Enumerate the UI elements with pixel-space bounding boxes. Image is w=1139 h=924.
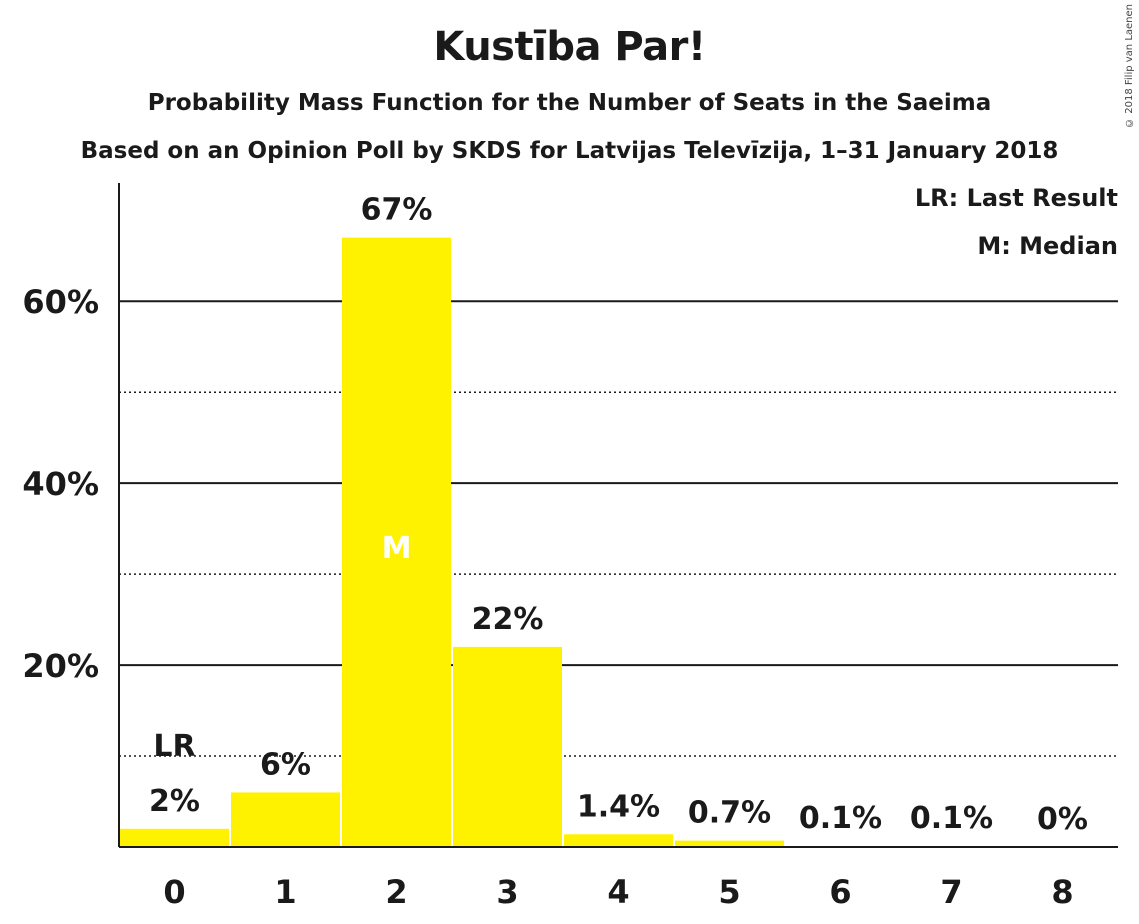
- legend-median: M: Median: [977, 232, 1118, 260]
- data-label-0: 2%: [149, 784, 200, 819]
- data-label-5: 0.7%: [688, 796, 771, 831]
- data-label-4: 1.4%: [577, 789, 660, 824]
- x-tick-label-3: 3: [496, 873, 518, 911]
- y-tick-label-2: 60%: [22, 283, 99, 321]
- data-label-8: 0%: [1037, 802, 1088, 837]
- data-label-7: 0.1%: [910, 801, 993, 836]
- x-tick-label-7: 7: [940, 873, 962, 911]
- data-label-6: 0.1%: [799, 801, 882, 836]
- x-tick-label-1: 1: [274, 873, 296, 911]
- bar-4: [564, 834, 673, 847]
- legend-last-result: LR: Last Result: [914, 184, 1118, 212]
- bar-1: [231, 792, 340, 847]
- bar-0: [120, 828, 229, 847]
- last-result-marker: LR: [153, 729, 195, 764]
- x-tick-label-4: 4: [607, 873, 629, 911]
- x-tick-label-6: 6: [829, 873, 851, 911]
- x-tick-label-8: 8: [1051, 873, 1073, 911]
- x-tick-label-2: 2: [385, 873, 407, 911]
- chart-source-subtitle: Based on an Opinion Poll by SKDS for Lat…: [80, 138, 1059, 164]
- data-label-2: 67%: [361, 193, 433, 228]
- chart-title: Kustība Par!: [433, 24, 706, 70]
- bar-3: [453, 646, 562, 847]
- x-tick-label-5: 5: [718, 873, 740, 911]
- x-tick-label-0: 0: [163, 873, 185, 911]
- bar-5: [675, 840, 784, 847]
- y-tick-label-0: 20%: [22, 647, 99, 685]
- bar-2: [342, 237, 451, 848]
- chart-subtitle: Probability Mass Function for the Number…: [147, 90, 992, 116]
- y-tick-label-1: 40%: [22, 465, 99, 503]
- data-label-3: 22%: [472, 602, 544, 637]
- data-label-1: 6%: [260, 747, 311, 782]
- median-marker: M: [382, 531, 412, 566]
